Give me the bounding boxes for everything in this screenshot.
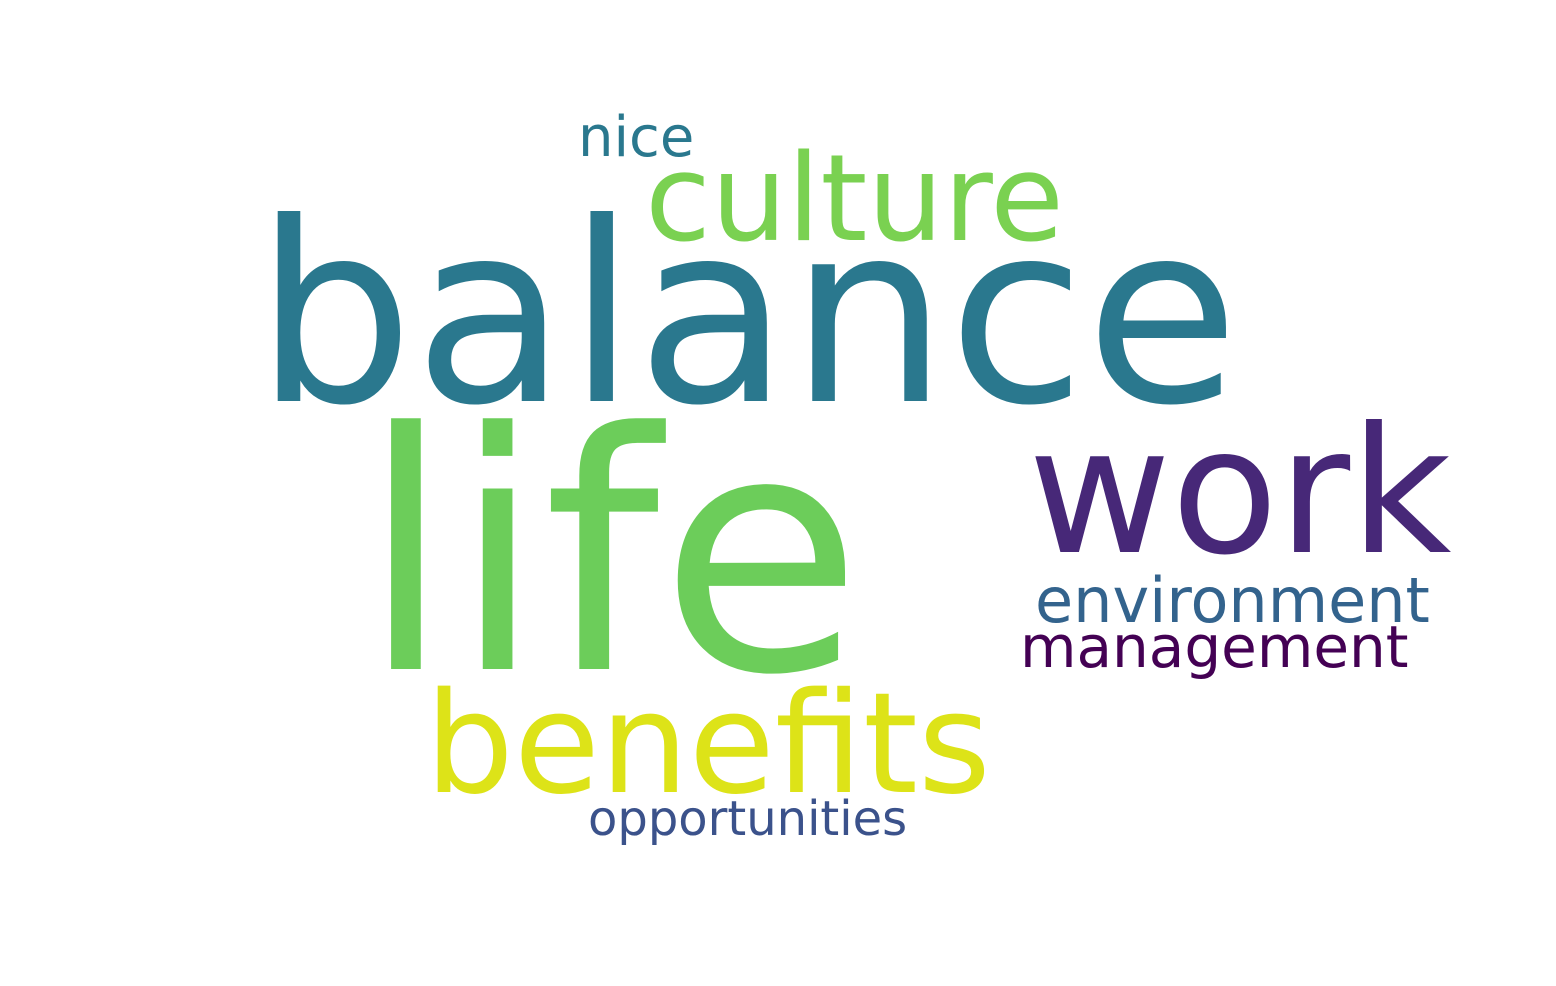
word-environment: environment xyxy=(1035,564,1430,637)
word-work: work xyxy=(1028,391,1452,594)
word-nice: nice xyxy=(578,105,695,170)
word-culture: culture xyxy=(645,130,1065,269)
word-benefits: benefits xyxy=(425,663,991,826)
word-life: life xyxy=(360,363,863,747)
word-management: management xyxy=(1020,613,1409,681)
word-balance: balance xyxy=(255,169,1240,460)
word-opportunities: opportunities xyxy=(588,791,908,847)
